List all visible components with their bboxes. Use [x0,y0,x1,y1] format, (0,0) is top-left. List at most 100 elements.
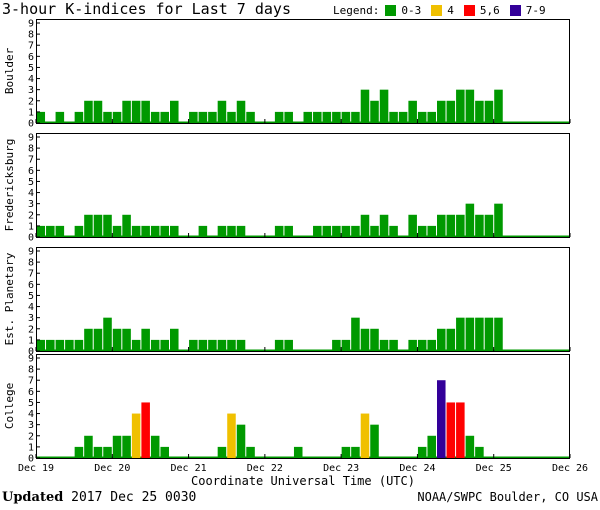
y-tick-label: 9 [28,133,34,144]
k-index-bar [417,225,427,237]
k-index-bar [465,317,475,351]
y-tick-label: 5 [28,291,34,302]
k-index-bar [36,225,46,237]
k-index-bar [284,339,293,351]
k-index-bar [370,328,379,351]
y-tick-label: 1 [28,335,34,346]
y-tick-label: 8 [28,144,34,155]
k-index-bar [122,328,131,351]
legend-swatch-4 [431,4,443,16]
y-tick-label: 2 [28,210,34,221]
k-index-bar [141,402,150,458]
k-index-bar [379,339,389,351]
x-tick-label: Dec 25 [476,463,512,474]
k-index-bar [408,100,417,123]
k-index-bar [360,89,370,123]
k-index-bar [236,100,246,123]
k-index-bar [227,225,236,237]
panel-frame [36,247,570,352]
k-index-bar [484,317,494,351]
k-index-bar [150,111,160,123]
panel-frame [36,19,570,124]
legend-swatch-0-3 [385,4,397,16]
k-index-bar [351,225,360,237]
y-tick-label: 9 [28,19,34,30]
legend-label: Legend: [333,3,380,17]
k-index-bar [446,100,456,123]
k-index-bar [122,435,131,458]
y-tick-label: 3 [28,85,34,96]
legend-text-5-6: 5,6 [479,3,500,17]
chart-title: 3-hour K-indices for Last 7 days [2,0,291,18]
k-index-bar [408,214,417,237]
k-index-bar [417,446,427,458]
legend-text-7-9: 7-9 [525,3,546,17]
k-index-bar [465,89,475,123]
k-index-bar [398,111,408,123]
k-index-bar [160,225,169,237]
k-index-bar [341,111,351,123]
legend-entry-7-9: 7-9 [509,3,546,17]
k-index-bar [160,111,169,123]
k-index-bar [427,339,436,351]
k-index-bar [446,402,456,458]
y-tick-label: 0 [28,454,34,465]
k-index-bar [65,339,74,351]
k-index-bar [284,225,293,237]
k-index-bar [93,100,103,123]
k-index-bar [198,225,208,237]
k-index-bar [93,328,103,351]
k-index-bar [217,339,227,351]
legend-text-4: 4 [447,3,454,17]
k-index-bar [456,214,465,237]
k-index-bar [112,225,122,237]
k-index-bar [131,413,141,458]
k-index-bar [341,339,351,351]
y-tick-label: 2 [28,96,34,107]
k-index-bar [475,214,484,237]
k-index-bar [36,111,46,123]
k-index-bar [112,435,122,458]
k-index-bar [322,111,332,123]
k-index-bar [332,111,341,123]
k-index-bar [475,446,484,458]
k-index-bar [141,328,150,351]
legend-entry-0-3: 0-3 [385,4,421,17]
k-index-bar [427,111,436,123]
k-index-bar [131,339,141,351]
k-index-bar [360,328,370,351]
y-tick-label: 6 [28,52,34,63]
k-index-bar [379,89,389,123]
k-index-bar [284,111,293,123]
y-tick-label: 7 [28,155,34,166]
k-index-bar [465,435,475,458]
updated-timestamp: Updated 2017 Dec 25 0030 [2,490,196,505]
k-index-bar [112,328,122,351]
k-index-bar [55,225,65,237]
k-index-bar [112,111,122,123]
k-index-bar [456,317,465,351]
panel-label: Boulder [3,47,16,94]
k-index-bar [370,225,379,237]
k-index-bar [141,225,150,237]
k-index-bar [74,339,84,351]
k-index-bar [417,339,427,351]
k-index-bar [313,225,322,237]
k-index-bar [189,111,198,123]
k-index-bar [74,111,84,123]
k-index-bar [84,435,93,458]
k-index-bar [236,424,246,458]
k-index-bar [84,214,93,237]
k-index-bar [484,100,494,123]
k-index-bar [150,225,160,237]
k-index-bar [227,413,236,458]
k-index-bar [170,328,179,351]
k-index-bar [246,111,255,123]
y-tick-label: 5 [28,63,34,74]
k-index-bar [74,446,84,458]
y-tick-label: 6 [28,280,34,291]
k-index-bar [208,111,217,123]
k-index-bar [74,225,84,237]
legend-swatch-7-9 [509,4,521,16]
k-index-bar [332,339,341,351]
